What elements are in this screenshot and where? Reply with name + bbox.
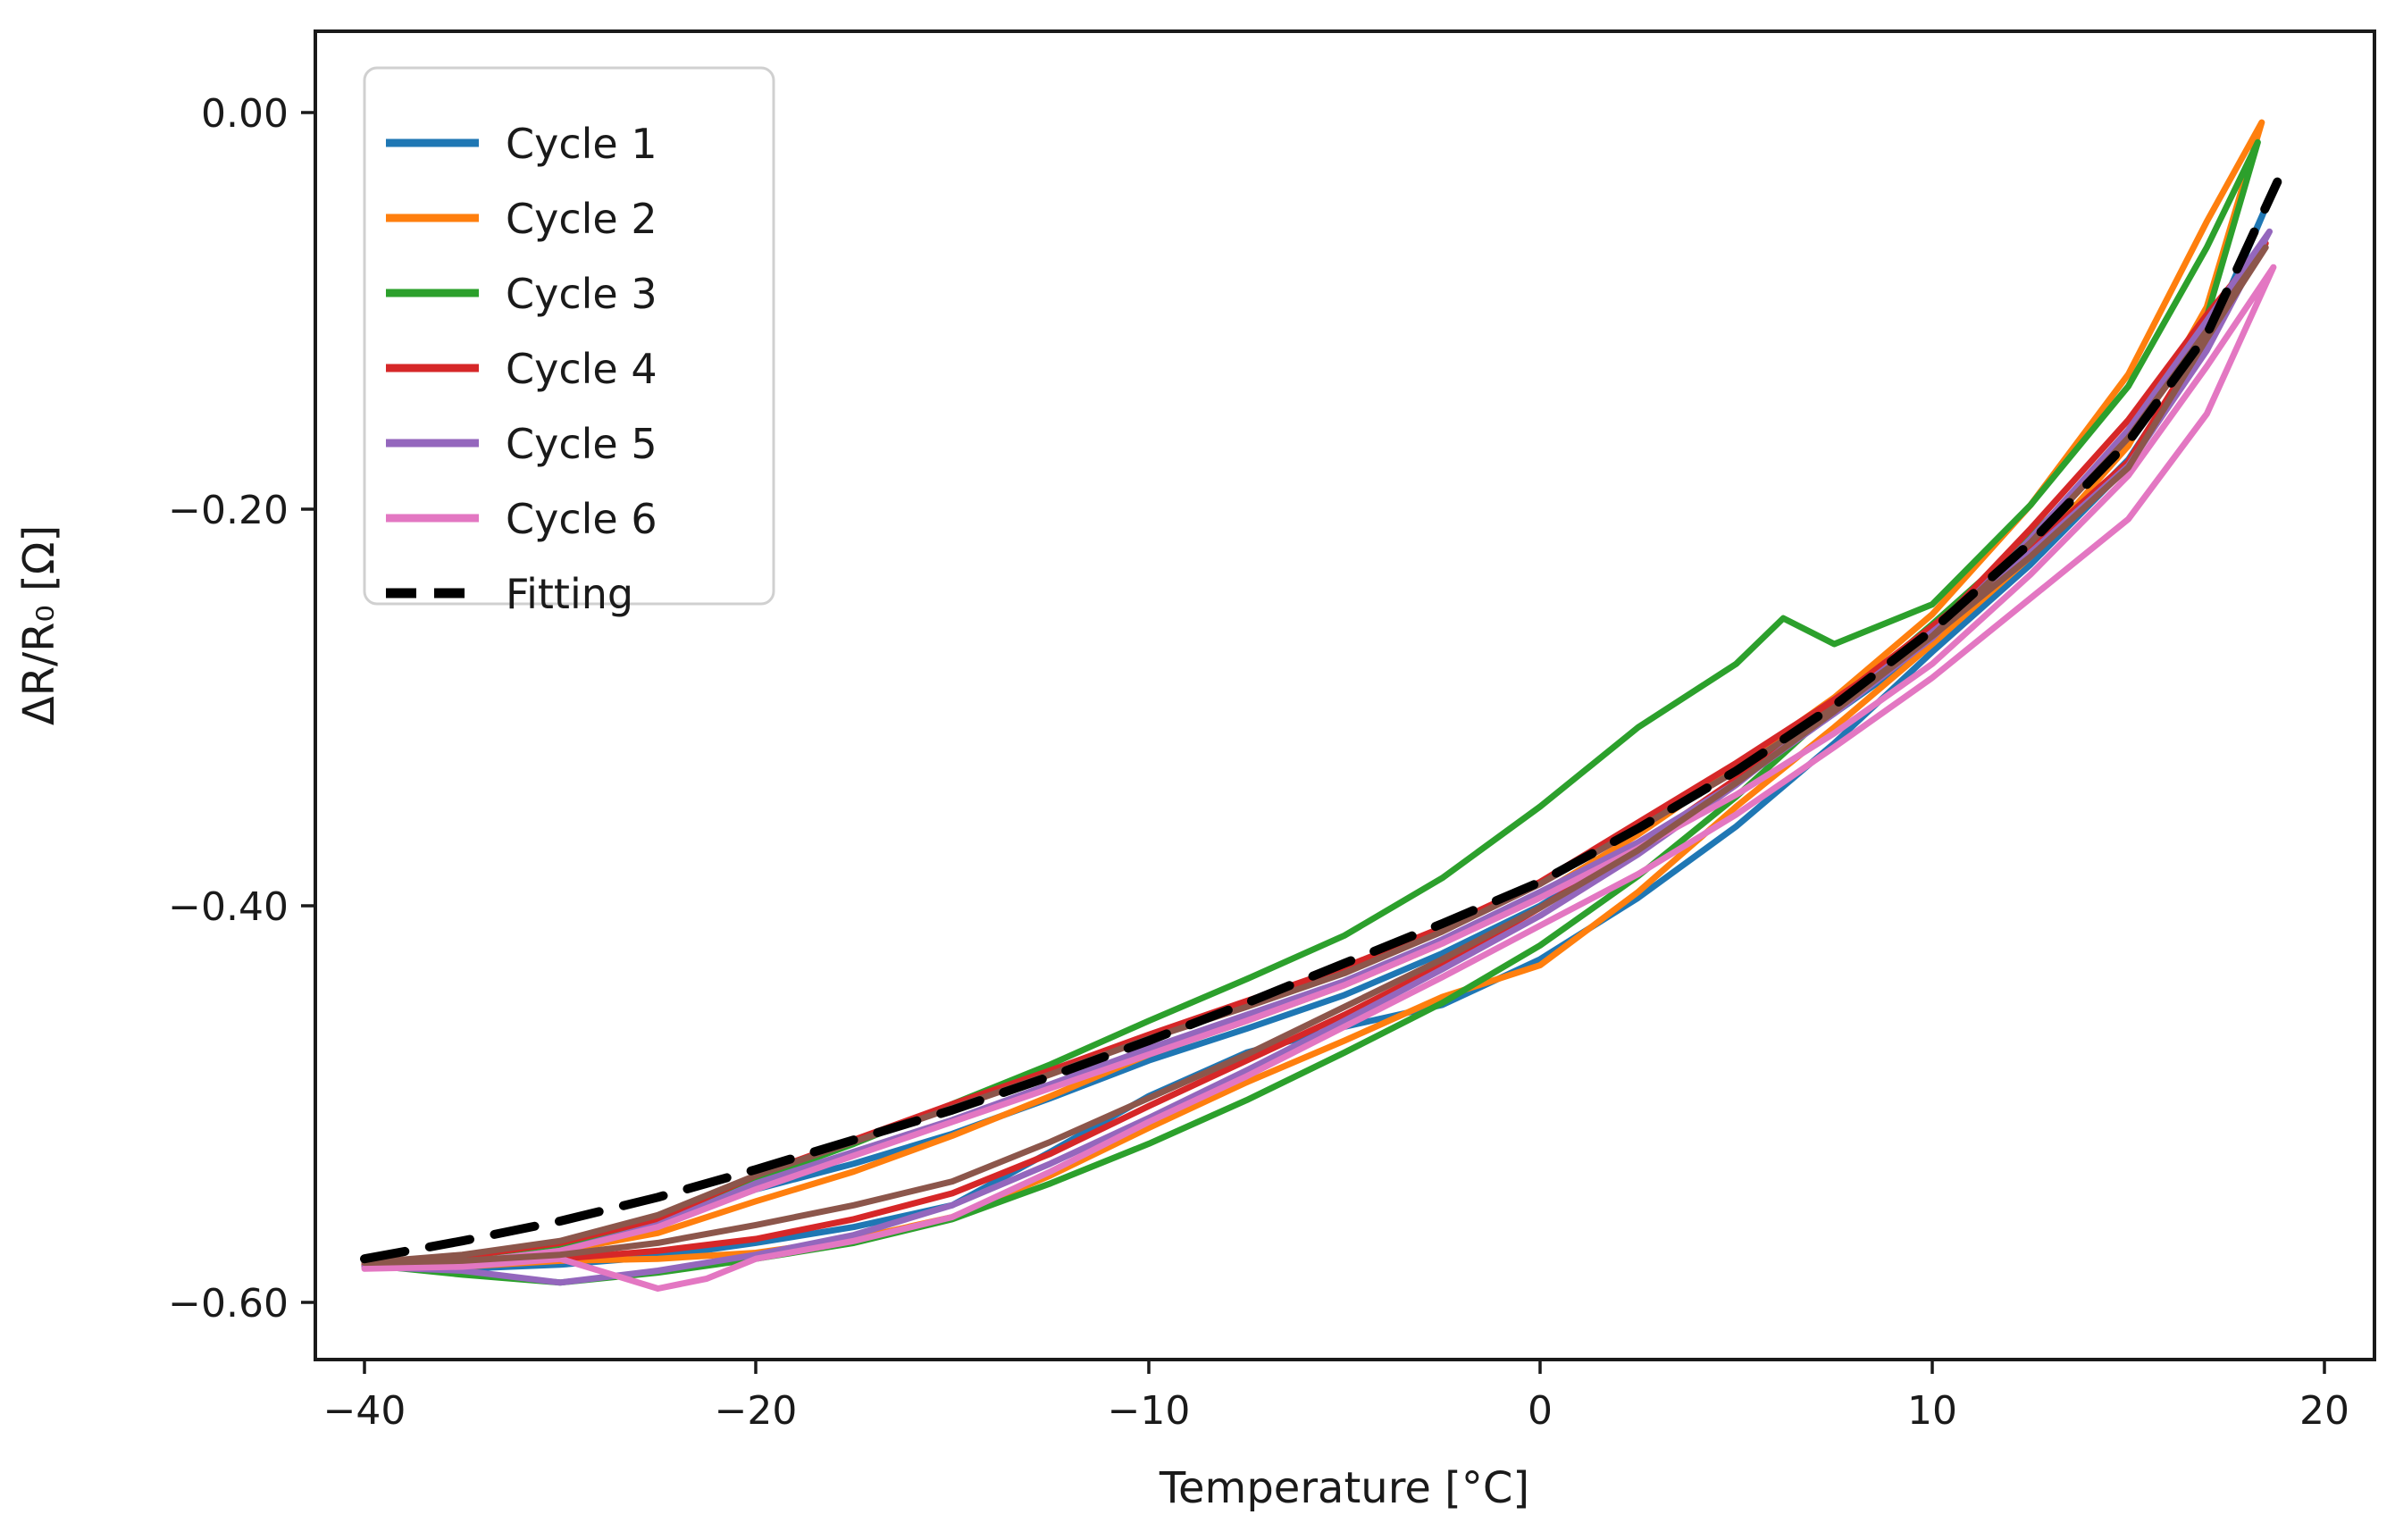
legend: Cycle 1 Cycle 2 Cycle 3 Cycle 4 Cycle 5 Cycle… <box>363 66 775 618</box>
axis-ticks: −40 −20 −10 0 10 20 0.00 −0.20 −0.40 −0.60 <box>168 91 2349 1434</box>
x-tick-label: 0 <box>1528 1388 1553 1434</box>
x-tick-label: −10 <box>1108 1388 1191 1434</box>
x-tick-label: 10 <box>1907 1388 1957 1434</box>
legend-label-cycle-2: Cycle 2 <box>506 195 657 243</box>
legend-label-cycle-5: Cycle 5 <box>506 420 657 468</box>
legend-label-fitting: Fitting <box>506 570 633 618</box>
y-tick-label: −0.20 <box>168 488 289 533</box>
legend-label-cycle-4: Cycle 4 <box>506 345 657 393</box>
plot-border <box>314 29 2376 1361</box>
legend-box <box>363 66 775 606</box>
legend-label-cycle-6: Cycle 6 <box>506 495 657 543</box>
legend-label-cycle-1: Cycle 1 <box>506 120 657 168</box>
x-tick-label: −40 <box>323 1388 406 1434</box>
series-line-fitting <box>360 177 2282 1264</box>
y-tick-label: −0.40 <box>168 884 289 930</box>
y-tick-label: −0.60 <box>168 1281 289 1327</box>
x-tick-label: 20 <box>2299 1388 2349 1434</box>
y-tick-label: 0.00 <box>201 91 289 137</box>
legend-label-cycle-3: Cycle 3 <box>506 270 657 318</box>
y-axis-label: ΔR/R₀ [Ω] <box>14 525 64 725</box>
x-tick-label: −20 <box>715 1388 798 1434</box>
x-axis-label: Temperature [°C] <box>1159 1463 1529 1513</box>
plot-series <box>360 119 2282 1292</box>
